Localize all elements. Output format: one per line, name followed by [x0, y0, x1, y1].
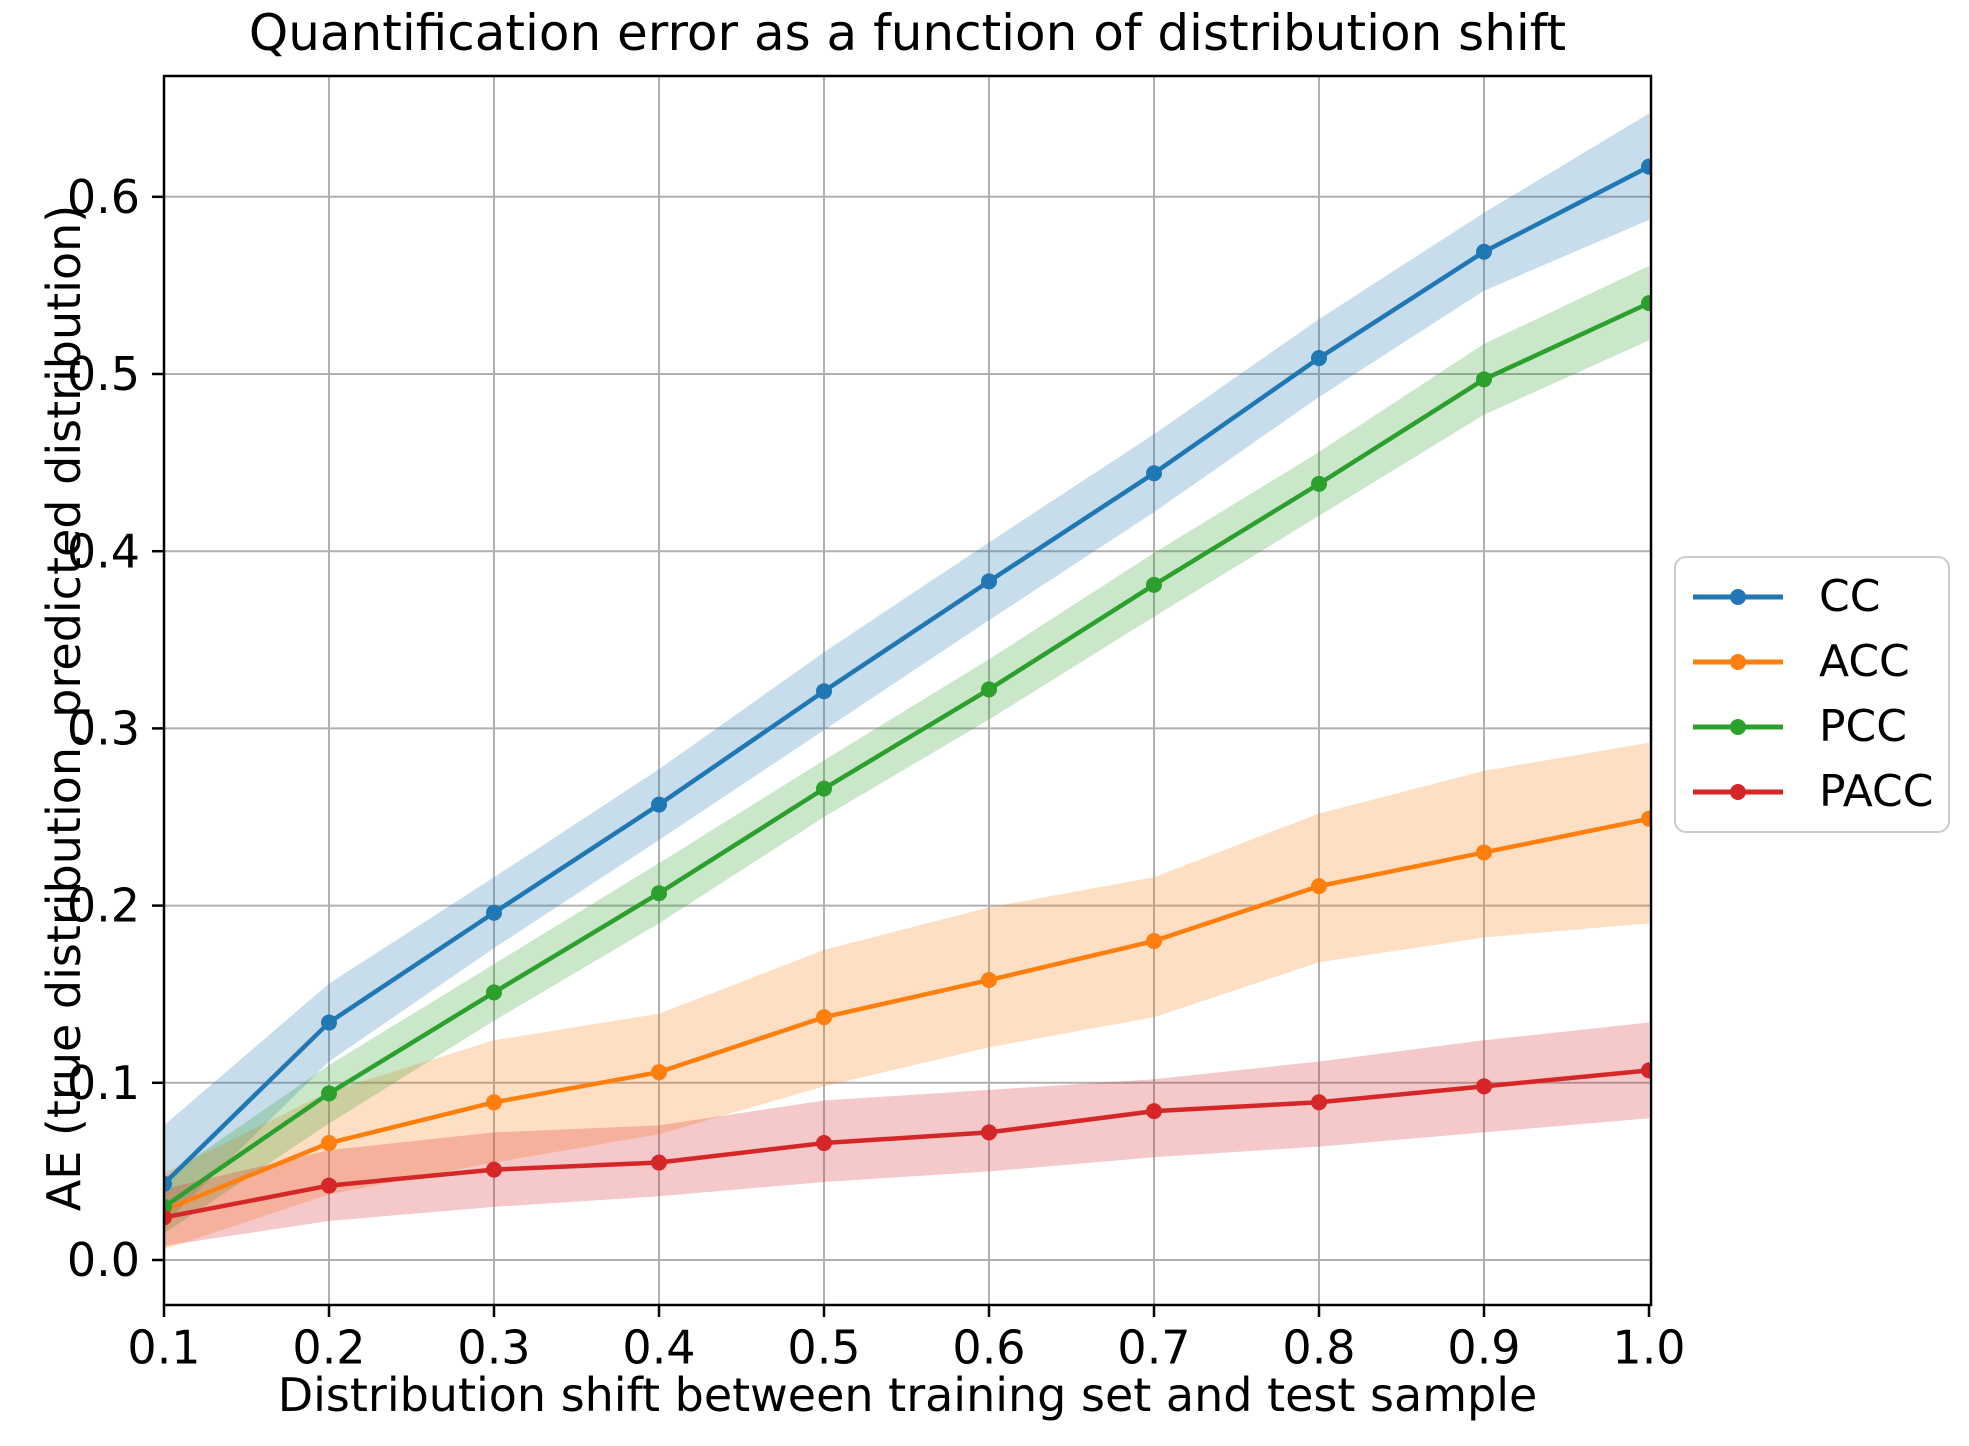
x-tick-label: 0.8 [1282, 1320, 1355, 1374]
x-tick-label: 0.6 [952, 1320, 1025, 1374]
y-tick-label: 0.5 [67, 347, 140, 401]
series-line-ACC [164, 816, 1651, 1213]
legend-line-marker-icon [1693, 589, 1783, 605]
series-line-CC [164, 164, 1651, 1187]
x-tick-label: 0.9 [1447, 1320, 1520, 1374]
series-marker-PCC [816, 780, 832, 797]
series-marker-PACC [1476, 1078, 1492, 1095]
series-marker-ACC [1146, 933, 1162, 950]
legend-label: PCC [1819, 701, 1907, 752]
y-tick-label: 0.6 [67, 170, 140, 224]
series-marker-PCC [1311, 475, 1327, 492]
series-marker-PCC [1146, 576, 1162, 593]
series-marker-PCC [1476, 371, 1492, 388]
legend-line-marker-icon [1693, 719, 1783, 735]
x-tick-label: 0.7 [1117, 1320, 1190, 1374]
x-tick-label: 0.5 [787, 1320, 860, 1374]
series-band-CC [164, 113, 1649, 1225]
series-marker-CC [651, 796, 667, 813]
x-tick-label: 0.4 [622, 1320, 695, 1374]
legend-item-acc: ACC [1676, 630, 1948, 695]
series-marker-CC [321, 1014, 337, 1031]
axes-spine [162, 74, 1653, 1307]
series-marker-PCC [1641, 295, 1651, 312]
series-marker-PCC [486, 984, 502, 1001]
series-marker-PACC [816, 1135, 832, 1152]
series-marker-ACC [486, 1094, 502, 1111]
legend-label: ACC [1819, 636, 1910, 687]
series-marker-CC [1311, 350, 1327, 367]
series-marker-PACC [164, 1209, 172, 1226]
legend-item-cc: CC [1676, 565, 1948, 630]
legend-line-marker-icon [1693, 784, 1783, 800]
series-marker-CC [1476, 243, 1492, 260]
series-marker-ACC [816, 1009, 832, 1026]
series-marker-PACC [1146, 1103, 1162, 1120]
series-marker-PACC [651, 1154, 667, 1171]
x-tick-label: 0.2 [292, 1320, 365, 1374]
legend-item-pcc: PCC [1676, 695, 1948, 760]
series-marker-PACC [321, 1177, 337, 1194]
series-marker-PACC [1641, 1062, 1651, 1079]
series-marker-CC [1641, 158, 1651, 175]
series-marker-ACC [1311, 878, 1327, 895]
series-marker-PCC [981, 681, 997, 698]
series-marker-PCC [321, 1085, 337, 1102]
series-marker-CC [981, 573, 997, 590]
legend-label: CC [1819, 571, 1881, 622]
series-marker-CC [1146, 465, 1162, 482]
y-tick-label: 0.4 [67, 524, 140, 578]
series-band-PACC [164, 1022, 1649, 1246]
series-marker-ACC [1476, 844, 1492, 861]
series-marker-PACC [1311, 1094, 1327, 1111]
legend: CC ACC PCC PACC [1674, 556, 1950, 833]
series-marker-ACC [1641, 810, 1651, 827]
x-tick-label: 0.3 [457, 1320, 530, 1374]
legend-item-pacc: PACC [1676, 760, 1948, 825]
x-axis-label: Distribution shift between training set … [277, 1368, 1538, 1422]
legend-line-marker-icon [1693, 654, 1783, 670]
series-marker-ACC [321, 1135, 337, 1152]
chart-title: Quantification error as a function of di… [248, 4, 1567, 62]
series-marker-PACC [486, 1161, 502, 1178]
series-marker-ACC [981, 972, 997, 989]
x-tick-label: 0.1 [127, 1320, 200, 1374]
series-line-PACC [164, 1068, 1651, 1220]
series-marker-ACC [651, 1064, 667, 1081]
series-marker-PCC [651, 885, 667, 902]
legend-label: PACC [1819, 766, 1934, 817]
series-band-ACC [164, 742, 1649, 1250]
y-axis-label: AE (true distribution, predicted distrib… [37, 204, 91, 1212]
series-marker-PACC [981, 1124, 997, 1141]
series-marker-CC [816, 683, 832, 700]
x-tick-label: 1.0 [1612, 1320, 1685, 1374]
y-tick-label: 0.3 [67, 702, 140, 756]
series-marker-CC [486, 904, 502, 921]
series-line-PCC [164, 300, 1651, 1210]
series-marker-CC [164, 1175, 172, 1192]
y-tick-label: 0.0 [67, 1233, 140, 1287]
y-tick-label: 0.1 [67, 1056, 140, 1110]
y-tick-label: 0.2 [67, 879, 140, 933]
